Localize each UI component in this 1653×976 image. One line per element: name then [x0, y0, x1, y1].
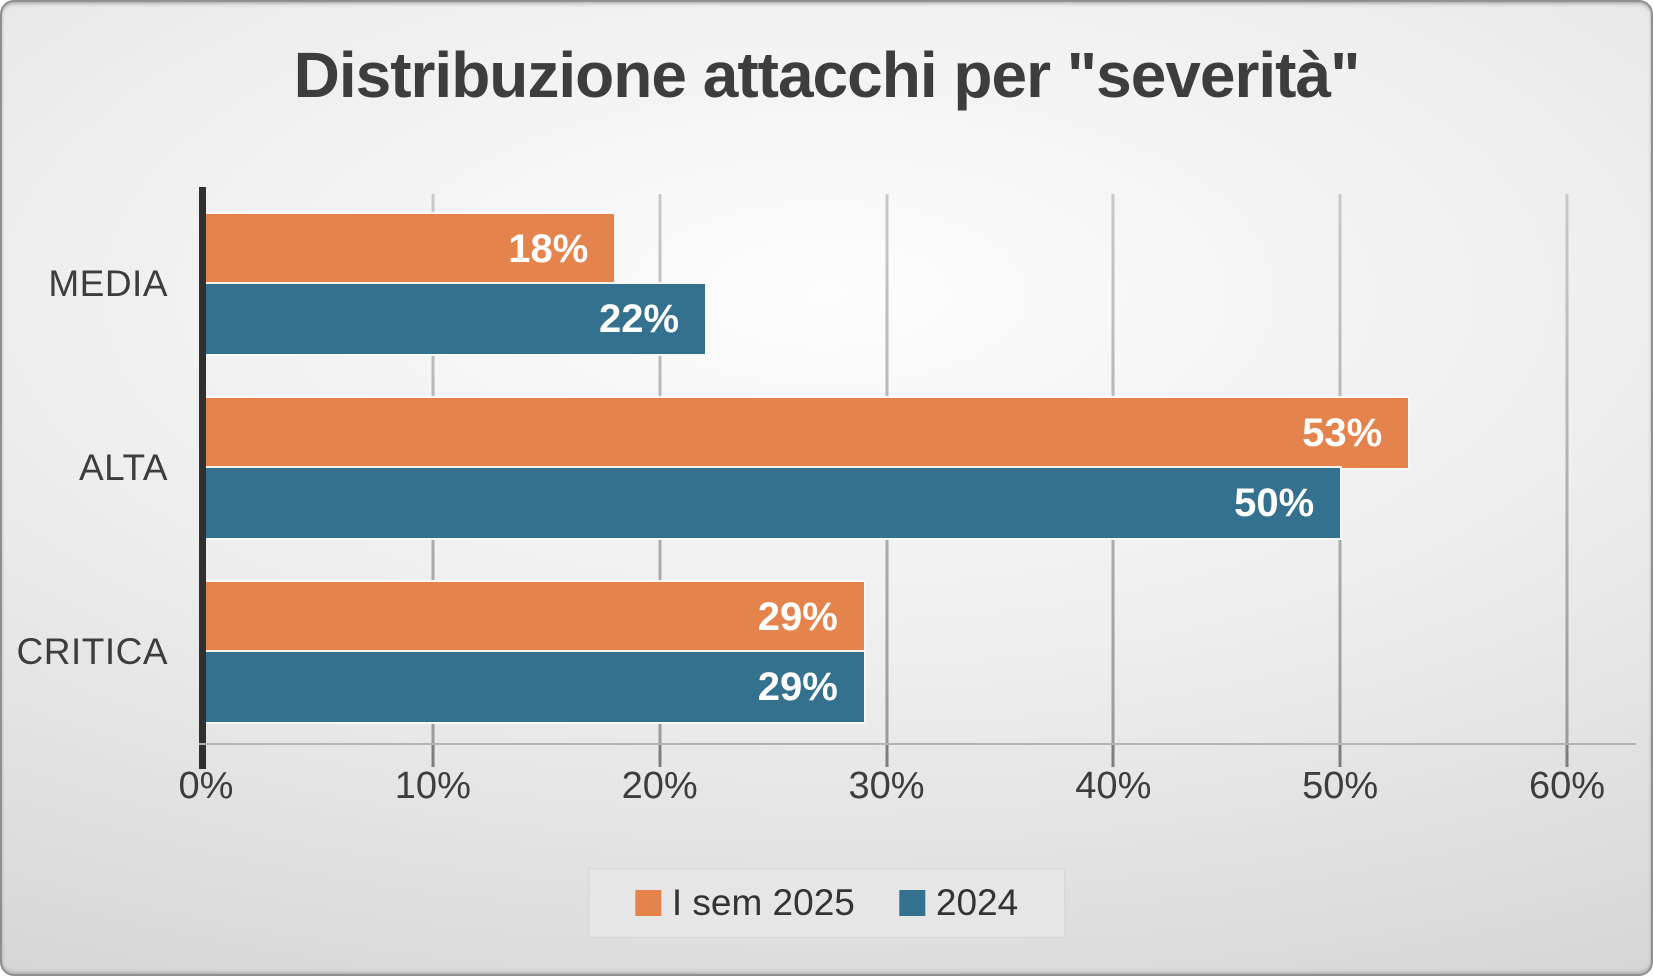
x-axis-tick — [1111, 745, 1115, 767]
bar-media-series-2: 22% — [206, 284, 706, 354]
bar-critica-series-2: 29% — [206, 652, 864, 722]
legend: I sem 2025 2024 — [587, 868, 1066, 938]
x-axis-tick-labels: 0% 10% 20% 30% 40% 50% 60% — [179, 765, 1605, 817]
legend-label: 2024 — [935, 882, 1019, 923]
category-band: 18% 22% — [206, 192, 1567, 376]
x-axis-tick — [1565, 745, 1569, 767]
category-label-media: MEDIA — [48, 263, 168, 304]
x-tick-label: 20% — [621, 765, 698, 807]
legend-item: I sem 2025 — [634, 882, 855, 924]
x-axis-tick — [885, 745, 888, 767]
x-axis-line — [199, 743, 1636, 745]
plot-area: 18% 22% 53% 50% 29% 29% — [206, 192, 1569, 744]
x-axis-tick — [658, 745, 662, 767]
bar-data-label: 18% — [508, 226, 589, 271]
bar-alta-series-1: 53% — [206, 398, 1409, 468]
x-tick-label: 60% — [1528, 765, 1606, 807]
legend-swatch-icon — [898, 890, 925, 916]
gridline — [1338, 194, 1342, 744]
bar-media-series-1: 18% — [206, 214, 615, 284]
legend-label: I sem 2025 — [671, 882, 855, 923]
category-label-critica: CRITICA — [16, 631, 168, 672]
bar-alta-series-2: 50% — [206, 468, 1341, 538]
bar-data-label: 29% — [757, 594, 838, 639]
chart-title: Distribuzione attacchi per "severità" — [293, 39, 1361, 111]
bar-data-label: 50% — [1234, 480, 1315, 525]
bar-data-label: 29% — [757, 664, 838, 709]
bar-critica-series-1: 29% — [206, 582, 864, 652]
x-tick-label: 50% — [1302, 765, 1379, 807]
legend-swatch-icon — [634, 890, 661, 916]
category-band: 29% 29% — [206, 560, 1567, 744]
x-axis-tick — [1338, 745, 1342, 767]
y-axis-category-labels: MEDIA ALTA CRITICA — [2, 192, 178, 744]
legend-item: 2024 — [898, 882, 1019, 924]
bar-data-label: 53% — [1302, 410, 1383, 455]
gridline — [1565, 194, 1569, 744]
x-tick-label: 30% — [848, 765, 925, 807]
category-band: 53% 50% — [206, 376, 1567, 560]
x-tick-label: 40% — [1075, 765, 1152, 807]
x-tick-label: 0% — [178, 765, 234, 807]
x-tick-label: 10% — [394, 765, 471, 807]
x-axis-tick — [431, 745, 435, 767]
y-axis-line — [199, 187, 206, 769]
x-axis-ticks — [206, 745, 1569, 767]
category-label-alta: ALTA — [78, 447, 168, 488]
bar-data-label: 22% — [598, 296, 680, 341]
